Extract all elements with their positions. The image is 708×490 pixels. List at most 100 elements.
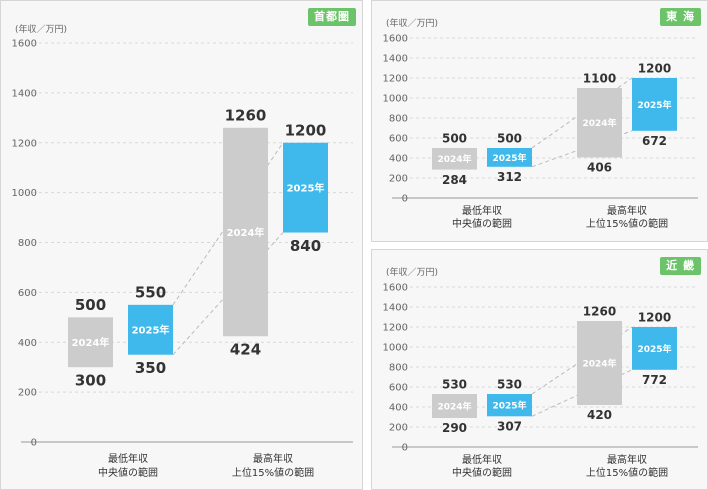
bar-year-label: 2024年 (582, 117, 616, 129)
bar-year-label: 2025年 (132, 324, 170, 337)
bar-max-label: 550 (135, 284, 166, 302)
bar-year-label: 2025年 (492, 400, 526, 412)
category-label-line2: 上位15%値の範囲 (232, 466, 314, 479)
y-tick-label: 800 (389, 114, 408, 125)
bar-min-label: 406 (587, 161, 612, 175)
chart-panel-shutoken: (年収／万円) 0 200 400 600 800 1000 1200 1400 1600 最低年収… (0, 0, 363, 490)
y-tick-label: 1400 (383, 303, 408, 314)
y-tick-label: 1600 (383, 283, 408, 294)
bar-min-label: 672 (642, 134, 667, 148)
bar-year-label: 2024年 (437, 153, 471, 165)
range-bar (223, 127, 268, 337)
bar-min-label: 307 (497, 420, 522, 434)
y-axis-unit-label: (年収／万円) (386, 17, 438, 29)
range-bar (577, 321, 622, 405)
bar-max-label: 500 (75, 296, 106, 314)
range-bar (432, 148, 477, 170)
bar-max-label: 1200 (638, 62, 671, 76)
y-tick-label: 1600 (12, 39, 37, 50)
bar-max-label: 500 (442, 132, 467, 146)
y-tick-label: 200 (389, 174, 408, 185)
y-tick-label: 0 (402, 443, 408, 454)
range-bar (283, 142, 328, 233)
category-label-line1: 最高年収 (607, 453, 647, 466)
region-badge: 首都圏 (308, 8, 356, 26)
range-bar (632, 78, 677, 131)
bar-min-label: 350 (135, 359, 166, 377)
bar-max-label: 530 (497, 378, 522, 392)
y-tick-label: 800 (18, 238, 37, 249)
y-tick-label: 200 (389, 423, 408, 434)
bar-max-label: 500 (497, 132, 522, 146)
region-badge: 東 海 (660, 8, 701, 26)
y-tick-label: 800 (389, 363, 408, 374)
range-bar (487, 148, 532, 167)
chart-panel-kinki: (年収／万円) 0 200 400 600 800 1000 1200 1400 1600 最低年収… (371, 249, 708, 490)
connector-line (531, 130, 633, 168)
y-tick-label: 0 (31, 438, 37, 449)
bar-year-label: 2024年 (582, 357, 616, 369)
range-bar (432, 394, 477, 418)
bar-min-label: 312 (497, 170, 522, 184)
bar-year-label: 2025年 (637, 99, 671, 111)
category-label-line2: 中央値の範囲 (452, 217, 512, 230)
range-bar (68, 317, 113, 368)
category-label-line1: 最低年収 (108, 452, 148, 465)
bar-year-label: 2024年 (227, 226, 265, 239)
chart-svg-kinki: (年収／万円) 0 200 400 600 800 1000 1200 1400 1600 最低年収… (383, 266, 698, 479)
category-label-line1: 最高年収 (607, 204, 647, 217)
bar-min-label: 290 (442, 421, 467, 435)
y-tick-label: 1400 (12, 88, 37, 99)
category-label-line2: 中央値の範囲 (98, 466, 158, 479)
y-tick-label: 600 (389, 134, 408, 145)
category-label-line2: 中央値の範囲 (452, 466, 512, 479)
chart-svg-shutoken: (年収／万円) 0 200 400 600 800 1000 1200 1400 1600 最低年収… (12, 23, 353, 479)
y-tick-label: 400 (389, 403, 408, 414)
region-badge: 近 畿 (660, 257, 701, 275)
bar-max-label: 1200 (638, 311, 671, 325)
y-tick-label: 600 (18, 288, 37, 299)
category-label-line1: 最低年収 (462, 453, 502, 466)
bar-max-label: 1100 (583, 72, 616, 86)
bar-year-label: 2025年 (287, 181, 325, 194)
y-tick-label: 1000 (12, 188, 37, 199)
y-axis-unit-label: (年収／万円) (15, 23, 67, 35)
bar-min-label: 284 (442, 173, 467, 187)
y-tick-label: 1200 (12, 138, 37, 149)
bar-year-label: 2024年 (437, 400, 471, 412)
range-bar (487, 394, 532, 417)
bar-max-label: 1260 (583, 305, 616, 319)
y-tick-label: 1400 (383, 54, 408, 65)
range-bar (577, 88, 622, 158)
y-tick-label: 400 (389, 154, 408, 165)
y-tick-label: 1000 (383, 343, 408, 354)
y-axis-unit-label: (年収／万円) (386, 266, 438, 278)
bar-min-label: 840 (290, 237, 321, 255)
bar-year-label: 2025年 (492, 152, 526, 164)
bar-max-label: 530 (442, 378, 467, 392)
y-tick-label: 1000 (383, 94, 408, 105)
category-label-line1: 最高年収 (253, 452, 293, 465)
category-label-line2: 上位15%値の範囲 (586, 217, 668, 230)
y-tick-label: 1600 (383, 34, 408, 45)
y-tick-label: 200 (18, 388, 37, 399)
y-tick-label: 600 (389, 383, 408, 394)
bar-min-label: 300 (75, 371, 106, 389)
y-tick-label: 400 (18, 338, 37, 349)
bar-year-label: 2024年 (72, 336, 110, 349)
bar-max-label: 1260 (225, 107, 267, 125)
chart-svg-tokai: (年収／万円) 0 200 400 600 800 1000 1200 1400 1600 最低年収… (383, 17, 698, 230)
category-label-line1: 最低年収 (462, 204, 502, 217)
range-bar (632, 327, 677, 370)
bar-min-label: 424 (230, 341, 261, 359)
bar-min-label: 420 (587, 408, 612, 422)
y-tick-label: 0 (402, 194, 408, 205)
category-label-line2: 上位15%値の範囲 (586, 466, 668, 479)
y-tick-label: 1200 (383, 323, 408, 334)
y-tick-label: 1200 (383, 74, 408, 85)
bar-year-label: 2025年 (637, 343, 671, 355)
chart-panel-tokai: (年収／万円) 0 200 400 600 800 1000 1200 1400 1600 最低年収… (371, 0, 708, 242)
bar-min-label: 772 (642, 373, 667, 387)
bar-max-label: 1200 (285, 122, 327, 140)
range-bar (128, 304, 173, 355)
